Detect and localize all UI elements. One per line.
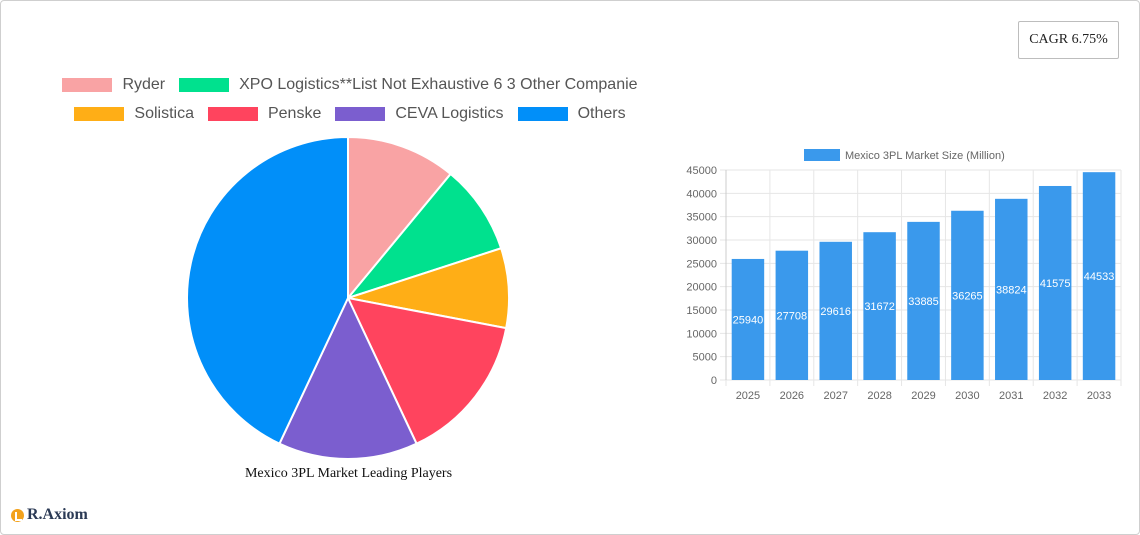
legend-label: Others bbox=[577, 105, 626, 122]
pie-legend-item[interactable]: Penske bbox=[207, 105, 322, 123]
legend-label: CEVA Logistics bbox=[395, 105, 504, 122]
brand-name: R.Axiom bbox=[27, 506, 88, 523]
legend-label: Ryder bbox=[122, 76, 166, 93]
pie-slice-5[interactable] bbox=[186, 135, 349, 446]
legend-swatch bbox=[74, 107, 125, 121]
pie-legend-item[interactable]: XPO Logistics**List Not Exhaustive 6 3 O… bbox=[179, 76, 638, 94]
pie-legend-item[interactable]: Ryder bbox=[62, 76, 165, 94]
pie-title: Mexico 3PL Market Leading Players bbox=[244, 466, 453, 481]
pie-slice-3[interactable] bbox=[346, 296, 508, 446]
pie-slice-4[interactable] bbox=[278, 295, 418, 460]
pie-legend-row-2: Solistica Penske CEVA Logistics Others bbox=[0, 105, 700, 123]
chart-logo-icon bbox=[11, 508, 24, 522]
pie-slice-0[interactable] bbox=[347, 135, 453, 301]
pie-legend-item[interactable]: Solistica bbox=[74, 105, 194, 123]
pie-legend-row-1: Ryder XPO Logistics**List Not Exhaustive… bbox=[0, 76, 700, 94]
legend-swatch bbox=[62, 78, 113, 92]
legend-label: XPO Logistics**List Not Exhaustive 6 3 O… bbox=[239, 76, 638, 93]
brand-logo: R.Axiom bbox=[11, 506, 88, 524]
cagr-badge: CAGR 6.75% bbox=[1018, 21, 1119, 59]
pie-legend-item[interactable]: CEVA Logistics bbox=[335, 105, 504, 123]
legend-swatch bbox=[207, 107, 258, 121]
legend-label: Penske bbox=[267, 105, 322, 122]
legend-swatch bbox=[179, 78, 230, 92]
legend-swatch bbox=[517, 107, 568, 121]
cagr-label: CAGR 6.75% bbox=[1029, 32, 1108, 47]
legend-swatch bbox=[335, 107, 386, 121]
pie-chart bbox=[186, 135, 510, 460]
pie-slice-1[interactable] bbox=[345, 172, 503, 301]
pie-legend-item[interactable]: Others bbox=[517, 105, 626, 123]
legend-label: Solistica bbox=[134, 105, 194, 122]
